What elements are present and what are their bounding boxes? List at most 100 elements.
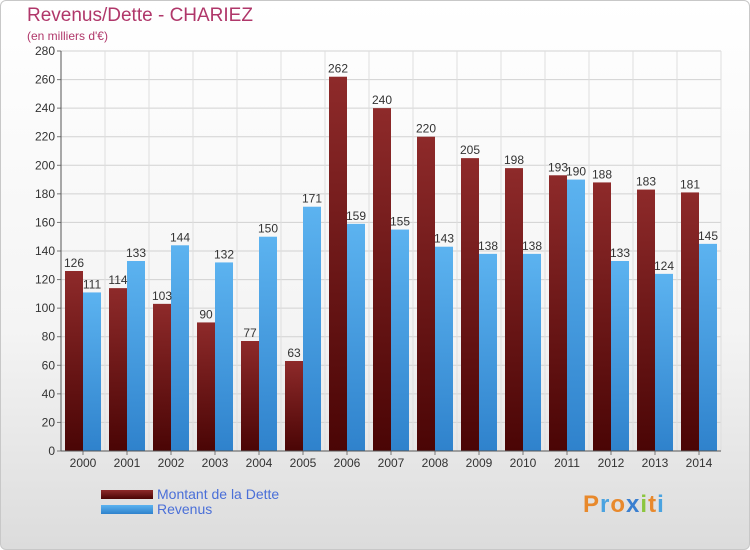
bar-revenus-2005 <box>303 206 321 451</box>
x-tick-label: 2005 <box>290 456 317 470</box>
bar-dette-2009 <box>461 158 479 451</box>
x-tick-label: 2001 <box>114 456 141 470</box>
value-label-revenus-2002: 144 <box>170 230 190 244</box>
logo-letter: P <box>583 491 601 518</box>
bar-revenus-2006 <box>347 223 365 451</box>
value-label-dette-2000: 126 <box>64 256 84 270</box>
value-label-revenus-2010: 138 <box>522 239 542 253</box>
value-label-dette-2006: 262 <box>328 62 348 76</box>
bar-dette-2007 <box>373 108 391 452</box>
value-label-dette-2014: 181 <box>680 177 700 191</box>
x-tick-label: 2012 <box>598 456 625 470</box>
legend-swatch-dette <box>101 490 153 499</box>
value-label-dette-2004: 77 <box>243 326 257 340</box>
value-label-revenus-2012: 133 <box>610 246 630 260</box>
y-tick-label: 60 <box>42 358 56 372</box>
value-label-dette-2002: 103 <box>152 289 172 303</box>
legend-swatch-revenus <box>101 505 153 514</box>
x-tick-label: 2008 <box>422 456 449 470</box>
value-label-revenus-2009: 138 <box>478 239 498 253</box>
x-tick-label: 2006 <box>334 456 361 470</box>
logo-letter: i <box>657 491 665 518</box>
chart-title: Revenus/Dette - CHARIEZ <box>27 5 253 26</box>
y-tick-label: 20 <box>42 415 56 429</box>
value-label-dette-2007: 240 <box>372 93 392 107</box>
x-tick-label: 2011 <box>554 456 580 470</box>
bar-revenus-2012 <box>611 261 629 451</box>
bars-layer <box>65 76 717 452</box>
y-tick-label: 120 <box>35 273 55 287</box>
y-tick-label: 100 <box>35 301 55 315</box>
legend-label-dette: Montant de la Dette <box>157 486 280 502</box>
bar-revenus-2009 <box>479 253 497 451</box>
value-label-revenus-2004: 150 <box>258 222 278 236</box>
bar-revenus-2013 <box>655 273 673 451</box>
y-tick-label: 140 <box>35 244 55 258</box>
x-tick-label: 2010 <box>510 456 537 470</box>
value-label-revenus-2011: 190 <box>566 165 586 179</box>
logo-letter: o <box>610 491 627 518</box>
value-label-dette-2009: 205 <box>460 143 480 157</box>
value-label-revenus-2007: 155 <box>390 215 410 229</box>
bar-dette-2013 <box>637 189 655 452</box>
bar-revenus-2007 <box>391 229 409 451</box>
value-label-dette-2008: 220 <box>416 122 436 136</box>
value-label-revenus-2006: 159 <box>346 209 366 223</box>
chart-subtitle: (en milliers d'€) <box>27 29 108 43</box>
value-label-dette-2003: 90 <box>199 307 213 321</box>
bar-dette-2004 <box>241 341 259 451</box>
y-tick-label: 220 <box>35 130 55 144</box>
bar-dette-2006 <box>329 76 347 451</box>
x-tick-label: 2007 <box>378 456 405 470</box>
value-label-dette-2001: 114 <box>108 273 127 287</box>
y-tick-label: 0 <box>48 444 55 458</box>
value-label-revenus-2013: 124 <box>654 259 674 273</box>
bar-revenus-2008 <box>435 246 453 451</box>
labels-layer: 126 111 114 133 103 144 90 132 77 150 63 171 262 159 2… <box>64 62 718 360</box>
bar-dette-2000 <box>65 271 83 451</box>
bar-revenus-2014 <box>699 243 717 451</box>
bar-revenus-2002 <box>171 245 189 451</box>
x-tick-label: 2003 <box>202 456 229 470</box>
y-tick-label: 200 <box>35 158 55 172</box>
y-tick-label: 160 <box>35 215 55 229</box>
value-label-dette-2010: 198 <box>504 153 524 167</box>
y-tick-label: 40 <box>42 387 56 401</box>
bar-dette-2011 <box>549 175 567 452</box>
logo-letter: i <box>640 491 649 518</box>
bar-dette-2014 <box>681 192 699 451</box>
logo-letter: t <box>648 491 658 518</box>
value-label-dette-2011: 193 <box>548 160 568 174</box>
bar-dette-2008 <box>417 136 435 451</box>
value-label-dette-2005: 63 <box>287 346 301 360</box>
axis-layer: 0 20 40 60 80 100 120 140 160 180 200 220 240 260 280 2… <box>35 44 721 470</box>
value-label-revenus-2005: 171 <box>302 192 322 206</box>
y-tick-label: 260 <box>35 73 55 87</box>
value-label-revenus-2008: 143 <box>434 232 454 246</box>
x-tick-label: 2004 <box>246 456 273 470</box>
x-tick-label: 2009 <box>466 456 493 470</box>
y-tick-label: 80 <box>42 330 56 344</box>
bar-dette-2005 <box>285 361 303 451</box>
bar-revenus-2003 <box>215 262 233 451</box>
bar-revenus-2011 <box>567 179 585 452</box>
bar-dette-2003 <box>197 322 215 451</box>
value-label-revenus-2001: 133 <box>126 246 146 260</box>
bar-revenus-2004 <box>259 236 277 451</box>
bar-revenus-2000 <box>83 292 101 451</box>
legend-label-revenus: Revenus <box>157 501 213 517</box>
bar-dette-2012 <box>593 182 611 451</box>
logo-letter: r <box>600 491 611 518</box>
y-tick-label: 180 <box>35 187 55 201</box>
value-label-revenus-2014: 145 <box>698 229 718 243</box>
bar-dette-2002 <box>153 303 171 451</box>
value-label-revenus-2003: 132 <box>214 247 234 261</box>
bar-dette-2001 <box>109 288 127 451</box>
bar-revenus-2010 <box>523 253 541 451</box>
value-label-dette-2013: 183 <box>636 175 656 189</box>
logo-letter: x <box>626 491 641 518</box>
x-tick-label: 2013 <box>642 456 669 470</box>
bar-revenus-2001 <box>127 261 145 451</box>
